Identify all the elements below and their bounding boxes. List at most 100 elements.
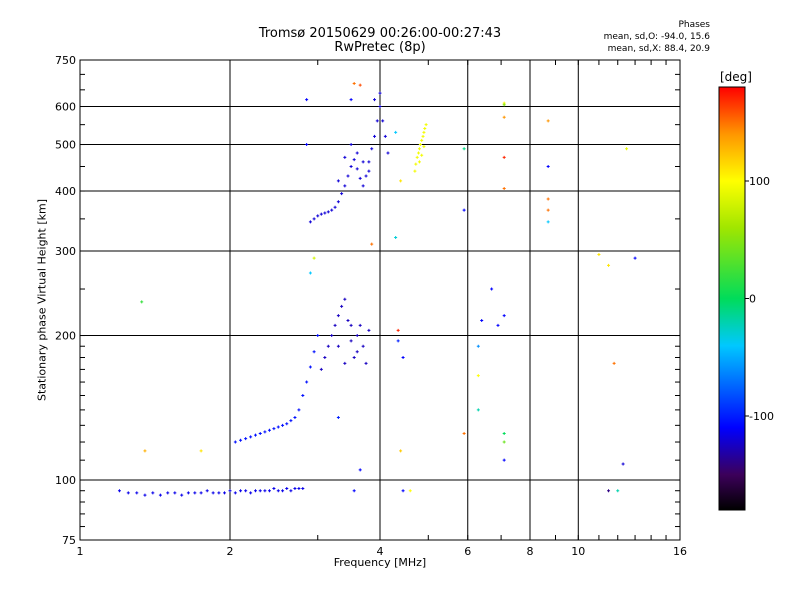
- y-tick-label: 100: [55, 474, 76, 487]
- x-tick-label: 10: [571, 545, 585, 558]
- data-point: [330, 208, 334, 212]
- data-point: [386, 151, 390, 155]
- data-point: [233, 491, 237, 495]
- data-point: [414, 162, 418, 166]
- data-point: [267, 489, 271, 493]
- data-point: [546, 119, 550, 123]
- data-point: [358, 83, 362, 87]
- data-point: [421, 134, 425, 138]
- data-point: [378, 105, 382, 109]
- data-point: [418, 143, 422, 147]
- data-point: [394, 130, 398, 134]
- data-point: [352, 158, 356, 162]
- y-tick-label: 600: [55, 101, 76, 114]
- data-point: [476, 408, 480, 412]
- data-point: [462, 208, 466, 212]
- phase-stats-title: Phases: [678, 20, 710, 30]
- data-point: [312, 256, 316, 260]
- data-point: [625, 147, 629, 151]
- data-point: [349, 98, 353, 102]
- data-point: [228, 489, 232, 493]
- data-point: [352, 489, 356, 493]
- data-point: [607, 263, 611, 267]
- data-point: [343, 184, 347, 188]
- data-point: [502, 103, 506, 107]
- data-point: [546, 220, 550, 224]
- data-point: [297, 408, 301, 412]
- data-point: [343, 155, 347, 159]
- data-point: [358, 468, 362, 472]
- x-tick-label: 8: [527, 545, 534, 558]
- data-point: [135, 491, 139, 495]
- data-point: [480, 318, 484, 322]
- data-point: [308, 271, 312, 275]
- data-point: [326, 344, 330, 348]
- data-point: [417, 151, 421, 155]
- data-point: [375, 119, 379, 123]
- data-point: [140, 300, 144, 304]
- data-point: [323, 355, 327, 359]
- data-point: [312, 350, 316, 354]
- data-point: [249, 491, 253, 495]
- data-point: [166, 491, 170, 495]
- axis-ticks: 1 2 4 6 8 10 16 75 100 200 300 400 500 600 750: [55, 54, 687, 558]
- data-point: [415, 155, 419, 159]
- data-point: [276, 425, 280, 429]
- data-points: [117, 82, 637, 497]
- data-point: [285, 487, 289, 491]
- data-point: [496, 323, 500, 327]
- data-point: [420, 138, 424, 142]
- data-point: [352, 355, 356, 359]
- data-point: [336, 200, 340, 204]
- data-point: [367, 160, 371, 164]
- data-point: [305, 143, 309, 147]
- data-point: [253, 433, 257, 437]
- data-point: [355, 167, 359, 171]
- data-point: [364, 174, 368, 178]
- data-point: [476, 344, 480, 348]
- data-point: [199, 491, 203, 495]
- data-point: [319, 367, 323, 371]
- colorbar-label: [deg]: [720, 70, 752, 84]
- data-point: [373, 98, 377, 102]
- data-point: [367, 169, 371, 173]
- data-point: [361, 344, 365, 348]
- data-point: [490, 287, 494, 291]
- grid-lines: [80, 60, 680, 540]
- data-point: [381, 119, 385, 123]
- data-point: [349, 143, 353, 147]
- data-point: [502, 186, 506, 190]
- data-point: [616, 489, 620, 493]
- data-point: [378, 91, 382, 95]
- data-point: [383, 134, 387, 138]
- data-point: [349, 164, 353, 168]
- data-point: [336, 314, 340, 318]
- data-point: [502, 314, 506, 318]
- data-point: [316, 214, 320, 218]
- data-point: [633, 256, 637, 260]
- colorbar-tick-label: 0: [749, 293, 756, 306]
- y-axis-label: Stationary phase Virtual Height [km]: [35, 198, 49, 402]
- data-point: [349, 323, 353, 327]
- x-axis-label: Frequency [MHz]: [333, 556, 427, 569]
- data-point: [612, 361, 616, 365]
- data-point: [417, 147, 421, 151]
- x-tick-label: 6: [464, 545, 471, 558]
- data-point: [293, 487, 297, 491]
- data-point: [502, 115, 506, 119]
- data-point: [346, 174, 350, 178]
- data-point: [358, 323, 362, 327]
- data-point: [343, 361, 347, 365]
- data-point: [408, 489, 412, 493]
- data-point: [546, 164, 550, 168]
- data-point: [423, 126, 427, 130]
- data-point: [370, 242, 374, 246]
- data-point: [258, 432, 262, 436]
- data-point: [312, 217, 316, 221]
- data-point: [413, 169, 417, 173]
- data-point: [281, 489, 285, 493]
- data-point: [301, 487, 305, 491]
- data-point: [305, 98, 309, 102]
- data-point: [289, 419, 293, 423]
